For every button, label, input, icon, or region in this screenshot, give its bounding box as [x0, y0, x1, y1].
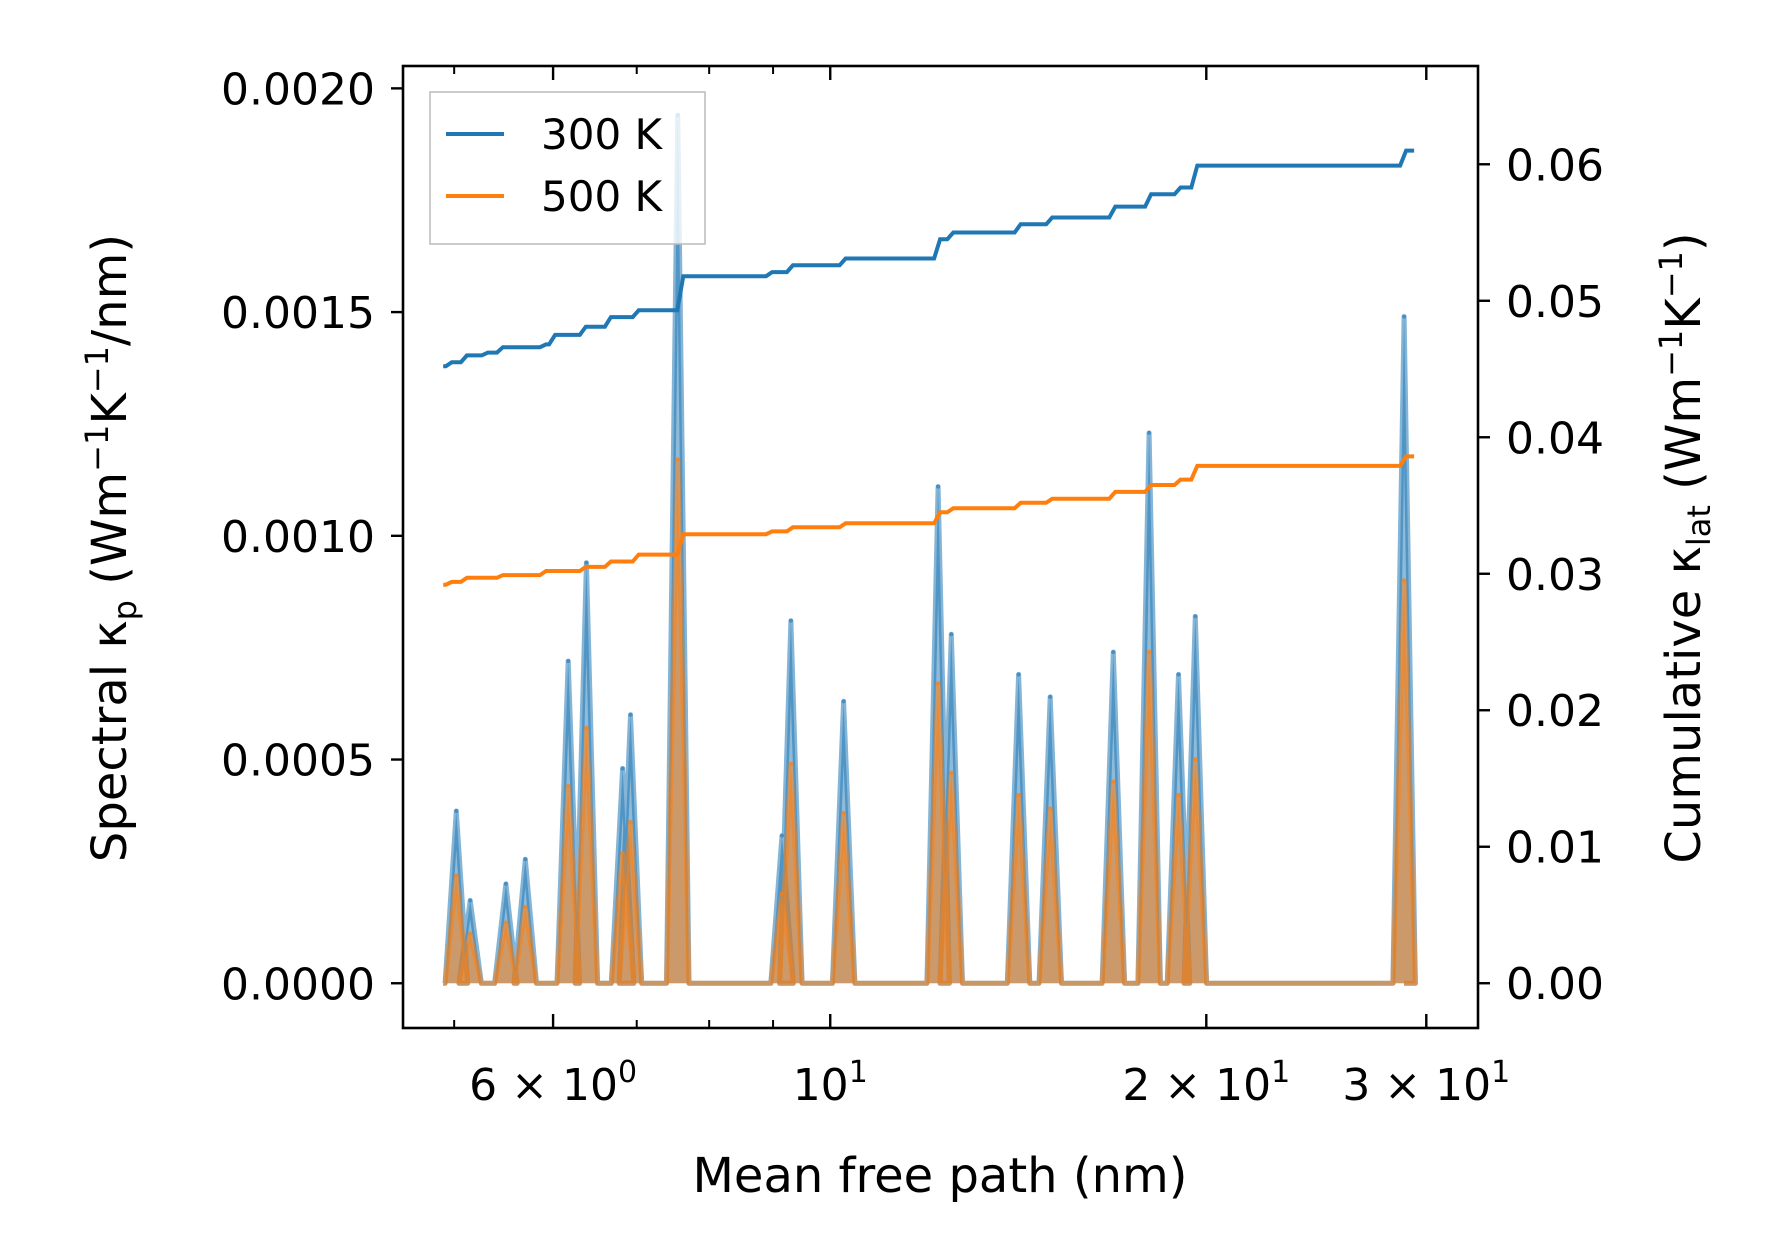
spectral-peak-500k — [949, 771, 954, 775]
spectral-peak-500k — [788, 762, 793, 766]
spectral-peak-500k — [1402, 578, 1407, 583]
y-axis-label-left: Spectral κp (Wm−1K−1/nm) — [78, 234, 144, 862]
spectral-peak-300k — [1048, 694, 1053, 699]
spectral-peak-300k — [584, 560, 589, 565]
spectral-peak-500k — [936, 681, 941, 686]
spectral-peak-500k — [1176, 793, 1181, 798]
y-right-tick-label: 0.00 — [1506, 959, 1604, 1010]
spectral-peak-500k — [780, 891, 784, 896]
x-axis-label: Mean free path (nm) — [693, 1148, 1188, 1204]
spectral-peak-500k — [628, 820, 633, 825]
y-left-tick-label: 0.0015 — [221, 288, 375, 339]
ylabel-left-sub: p — [106, 600, 144, 620]
spectral-peak-500k — [1048, 806, 1053, 811]
ylabel-left-unit: (Wm — [82, 472, 138, 600]
spectral-peak-300k — [628, 712, 633, 717]
y-right-tick-label: 0.03 — [1506, 550, 1604, 601]
ylabel-left-k: K — [82, 392, 138, 425]
spectral-peak-300k — [454, 809, 459, 813]
x-tick-label: 2 × 101 — [1122, 1055, 1290, 1111]
plot-frame — [401, 64, 1480, 1030]
y-left-tick-label: 0.0000 — [221, 959, 375, 1010]
ticks-layer: 0.0000 0.0005 0.0010 0.0015 0.0020 0.00 0.01 0.… — [221, 64, 1604, 1111]
spectral-peak-300k — [1147, 430, 1152, 435]
x-tick-label: 6 × 100 — [469, 1055, 637, 1111]
spectral-peak-300k — [780, 833, 784, 838]
spectral-peak-500k — [620, 851, 625, 856]
y-right-tick-label: 0.02 — [1506, 686, 1604, 737]
y-axis-label-right: Cumulative κlat (Wm−1K−1) — [1652, 232, 1718, 863]
spectral-peak-500k — [503, 920, 508, 925]
ylabel-left-sup2: −1 — [78, 346, 116, 393]
legend-label-300k: 300 K — [541, 110, 664, 159]
spectral-peak-300k — [1193, 614, 1198, 619]
ylabel-right-k: K — [1656, 297, 1712, 330]
spectral-peak-300k — [566, 659, 571, 664]
spectral-layer — [442, 112, 1418, 986]
spectral-peak-500k — [1193, 757, 1198, 762]
spectral-peak-500k — [523, 905, 528, 910]
ylabel-right-sup2: −1 — [1652, 251, 1690, 298]
y-right-tick-label: 0.01 — [1506, 823, 1604, 874]
legend-frame — [429, 91, 706, 245]
spectral-peak-500k — [1147, 650, 1152, 655]
y-left-tick-label: 0.0005 — [221, 736, 375, 787]
spectral-peak-300k — [468, 898, 473, 903]
ylabel-right-sup1: −1 — [1652, 330, 1690, 377]
ylabel-left-main: Spectral κ — [82, 620, 138, 862]
y-right-tick-label: 0.04 — [1506, 413, 1604, 464]
y-right-tick-label: 0.06 — [1506, 140, 1604, 191]
y-left-tick-label: 0.0010 — [221, 512, 375, 563]
spectral-peak-500k — [454, 873, 459, 878]
ylabel-left-tail: /nm) — [82, 234, 138, 346]
y-left-tick-label: 0.0020 — [221, 64, 375, 115]
spectral-peak-300k — [1176, 672, 1181, 677]
spectral-peak-500k — [675, 457, 680, 462]
spectral-peak-500k — [584, 726, 589, 731]
cumulative-line-300k — [443, 148, 1415, 369]
ylabel-left-sup1: −1 — [78, 425, 116, 472]
spectral-peak-300k — [1402, 314, 1407, 319]
spectral-peak-300k — [523, 857, 528, 862]
spectral-peak-300k — [841, 699, 846, 704]
spectral-peak-300k — [949, 632, 954, 637]
ylabel-right-tail: ) — [1656, 232, 1712, 251]
x-tick-label: 101 — [793, 1055, 868, 1111]
cumulative-layer — [443, 148, 1415, 587]
spectral-peak-500k — [841, 811, 846, 816]
y-right-tick-label: 0.05 — [1506, 277, 1604, 328]
spectral-peak-500k — [1111, 779, 1116, 784]
legend: 300 K 500 K — [429, 91, 706, 245]
cumulative-line-500k — [443, 454, 1415, 587]
spectral-peak-300k — [788, 618, 793, 623]
spectral-peak-300k — [1016, 672, 1021, 677]
spectral-peak-300k — [1111, 650, 1116, 655]
spectral-peak-300k — [936, 484, 941, 489]
spectral-peak-500k — [1016, 793, 1021, 798]
spectral-peak-300k — [503, 881, 508, 886]
spectral-peak-300k — [620, 766, 625, 771]
spectral-peak-500k — [468, 932, 473, 936]
ylabel-right-sub: lat — [1680, 505, 1718, 546]
ylabel-right-main: Cumulative κ — [1656, 546, 1712, 864]
x-tick-label: 3 × 101 — [1342, 1055, 1510, 1111]
legend-label-500k: 500 K — [541, 172, 664, 221]
spectral-peak-500k — [566, 784, 571, 789]
ylabel-right-unit: (Wm — [1656, 377, 1712, 505]
